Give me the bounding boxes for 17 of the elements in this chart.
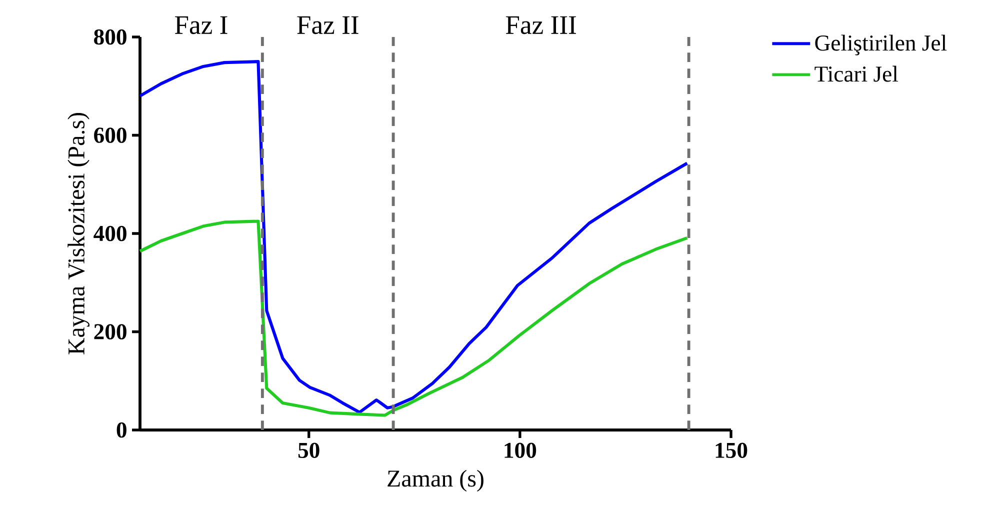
text: Faz I — [174, 16, 228, 34]
legend-label: Geliştirilen Jel — [815, 34, 947, 56]
y-tick-label: 400 — [94, 226, 126, 242]
x-tick-label: 50 — [298, 442, 320, 458]
y-tick-label: 800 — [94, 29, 126, 45]
x-tick-label: 150 — [716, 442, 748, 458]
line-series — [138, 220, 689, 417]
legend-label: Ticari Jel — [814, 66, 898, 82]
y-axis-title: Kayma Viskozitesi (Pa.s) — [68, 112, 90, 354]
x-axis-title: Zaman (s) — [388, 470, 484, 492]
text: Faz II — [297, 16, 358, 34]
line-series — [138, 60, 689, 414]
text: Faz III — [506, 16, 576, 34]
y-tick-label: 200 — [94, 324, 126, 340]
x-tick-label: 100 — [504, 442, 536, 458]
y-tick-label: 600 — [94, 128, 126, 143]
y-tick-label: 0 — [116, 422, 126, 438]
